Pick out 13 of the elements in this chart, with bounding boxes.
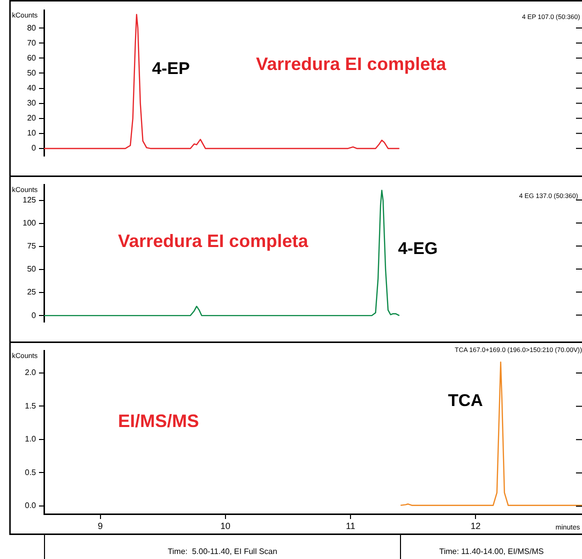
annotation: Varredura EI completa [256,54,448,74]
text: Time: 5.00-11.40, EI Full Scan [44,535,400,559]
text: Time: 11.40-14.00, EI/MS/MS [400,535,582,559]
y-tick-label: 80 [27,23,37,32]
y-tick-label: 10 [27,128,37,138]
y-tick-label: 70 [27,38,37,48]
y-tick-label: 0 [32,144,37,153]
y-tick-label: 50 [27,68,37,78]
y-tick-label: 60 [27,53,37,62]
y-tick-label: 20 [27,114,37,123]
y-tick-label: 30 [27,98,37,108]
y-tick-label: 40 [27,83,37,92]
annotation: 4-EP [152,59,190,78]
